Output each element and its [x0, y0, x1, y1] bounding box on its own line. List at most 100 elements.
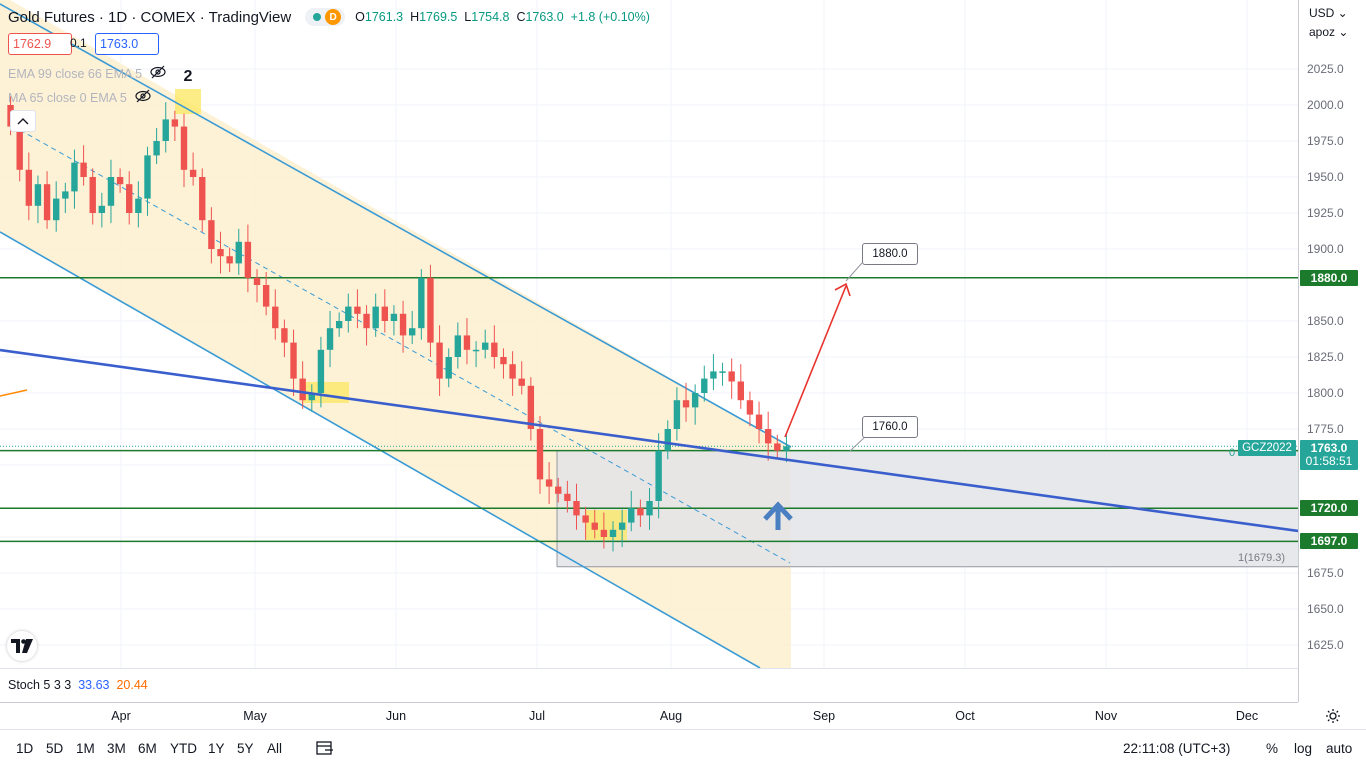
time-axis-label: Apr	[111, 709, 131, 723]
candle-body	[363, 313, 370, 329]
price-tick-label: 1950.0	[1307, 170, 1344, 184]
candle-body	[272, 306, 279, 329]
range-button-ytd[interactable]: YTD	[170, 741, 197, 756]
account-selector[interactable]: apoz ⌄	[1309, 25, 1349, 39]
candle-body	[153, 141, 160, 156]
range-button-all[interactable]: All	[267, 741, 283, 756]
candle-body	[509, 364, 516, 379]
stochastic-pane[interactable]: Stoch 5 3 3 33.63 20.44	[0, 668, 1298, 703]
bottom-toolbar: 1D 5D 1M 3M 6M YTD 1Y 5Y All 22:11:08 (UTC+3) % …	[0, 729, 1366, 769]
candle-body	[755, 414, 763, 429]
candle-body	[89, 177, 96, 213]
candle-body	[628, 508, 635, 523]
time-axis-label: Jul	[529, 709, 545, 723]
tradingview-logo[interactable]	[7, 631, 37, 661]
candle-body	[701, 378, 708, 393]
stoch-legend: Stoch 5 3 3 33.63 20.44	[8, 678, 148, 692]
candle-body	[427, 277, 434, 343]
time-axis[interactable]: Apr May Jun Jul Aug Sep Oct Nov Dec	[0, 702, 1298, 729]
candle-body	[162, 119, 169, 141]
candle-body	[764, 429, 772, 444]
price-chart[interactable]: 2 1(1679.3) 0	[0, 0, 1298, 668]
range-button-6m[interactable]: 6M	[138, 741, 157, 756]
price-scale[interactable]: USD ⌄ apoz ⌄ 2025.0 2000.0 1975.0 1950.0 192…	[1298, 0, 1366, 702]
indicator-ema-99[interactable]: EMA 99 close 66 EMA 5	[8, 65, 166, 82]
range-button-3m[interactable]: 3M	[107, 741, 126, 756]
price-tick-label: 1825.0	[1307, 350, 1344, 364]
candle-body	[226, 256, 233, 264]
trend-line	[0, 348, 1298, 533]
candle-body	[555, 486, 562, 494]
candle-body	[80, 162, 87, 177]
candle-body	[591, 522, 598, 530]
candle-body	[199, 177, 206, 221]
candle-body	[646, 501, 653, 516]
candle-body	[618, 522, 626, 530]
price-tick-label: 2000.0	[1307, 98, 1344, 112]
candle-body	[518, 378, 525, 386]
clock-timezone[interactable]: 22:11:08 (UTC+3)	[1123, 741, 1231, 756]
candle-body	[326, 328, 334, 350]
candle-body	[536, 429, 544, 480]
chevron-up-icon	[17, 118, 29, 125]
target-1880-label[interactable]: 1880.0	[862, 243, 918, 265]
hidden-eye-icon[interactable]	[150, 65, 166, 82]
change-value: +1.8 (+0.10%)	[570, 10, 650, 24]
indicator-ma-65[interactable]: MA 65 close 0 EMA 5	[8, 89, 151, 106]
projection-arrow	[784, 285, 847, 438]
range-button-1m[interactable]: 1M	[76, 741, 95, 756]
time-axis-label: Nov	[1094, 709, 1118, 723]
candle-body	[482, 342, 489, 350]
range-button-1d[interactable]: 1D	[16, 741, 34, 756]
candle-body	[691, 393, 699, 408]
callout-line	[849, 435, 867, 452]
log-scale-toggle[interactable]: log	[1294, 741, 1313, 756]
candle-body	[600, 529, 608, 537]
target-1760-label[interactable]: 1760.0	[862, 416, 918, 438]
price-tick-label: 1625.0	[1307, 638, 1344, 652]
price-tick-label: 1650.0	[1307, 602, 1344, 616]
symbol-title[interactable]: Gold Futures · 1D · COMEX · TradingView	[8, 8, 292, 26]
buy-price-button[interactable]: 1763.0	[95, 33, 159, 55]
candle-body	[381, 306, 389, 321]
symbol-tag: GCZ2022	[1238, 440, 1296, 456]
candle-body	[135, 198, 142, 213]
projection-arrow-head	[834, 282, 851, 297]
chart-settings-button[interactable]	[1299, 703, 1366, 729]
auto-scale-toggle[interactable]: auto	[1326, 741, 1353, 756]
candle-body	[244, 241, 252, 278]
candle-body	[573, 501, 580, 516]
candle-body	[116, 177, 124, 185]
candle-body	[98, 205, 106, 213]
candle-body	[728, 371, 735, 382]
chart-area[interactable]: 2 1(1679.3) 0 Gold Futures · 1D · COMEX · …	[0, 0, 1298, 668]
range-button-5y[interactable]: 5Y	[237, 741, 254, 756]
sell-price-button[interactable]: 1762.9	[8, 33, 72, 55]
currency-selector[interactable]: USD ⌄	[1309, 6, 1348, 20]
candle-body	[746, 400, 754, 415]
range-button-5d[interactable]: 5D	[46, 741, 64, 756]
price-tick-label: 1975.0	[1307, 134, 1344, 148]
candle-body	[545, 479, 553, 487]
candle-body	[71, 162, 78, 192]
callout-line	[845, 262, 863, 282]
hidden-eye-icon[interactable]	[135, 89, 151, 106]
market-status[interactable]: D	[305, 8, 346, 26]
candle-body	[53, 198, 60, 221]
collapse-legend-button[interactable]	[10, 110, 36, 132]
goto-date-button[interactable]	[316, 740, 334, 761]
candle-body	[783, 446, 790, 451]
candle-body	[317, 349, 325, 393]
candle-body	[16, 126, 23, 170]
time-axis-label: Dec	[1235, 709, 1259, 723]
percent-scale-toggle[interactable]: %	[1266, 741, 1279, 756]
level-price-tag: 1720.0	[1300, 500, 1358, 517]
candle-body	[399, 313, 407, 336]
gear-icon	[1325, 709, 1340, 723]
range-button-1y[interactable]: 1Y	[208, 741, 225, 756]
candle-body	[354, 306, 361, 314]
candle-body	[43, 184, 51, 221]
candle-body	[637, 508, 644, 516]
candle-body	[472, 349, 480, 352]
candle-body	[262, 285, 270, 307]
